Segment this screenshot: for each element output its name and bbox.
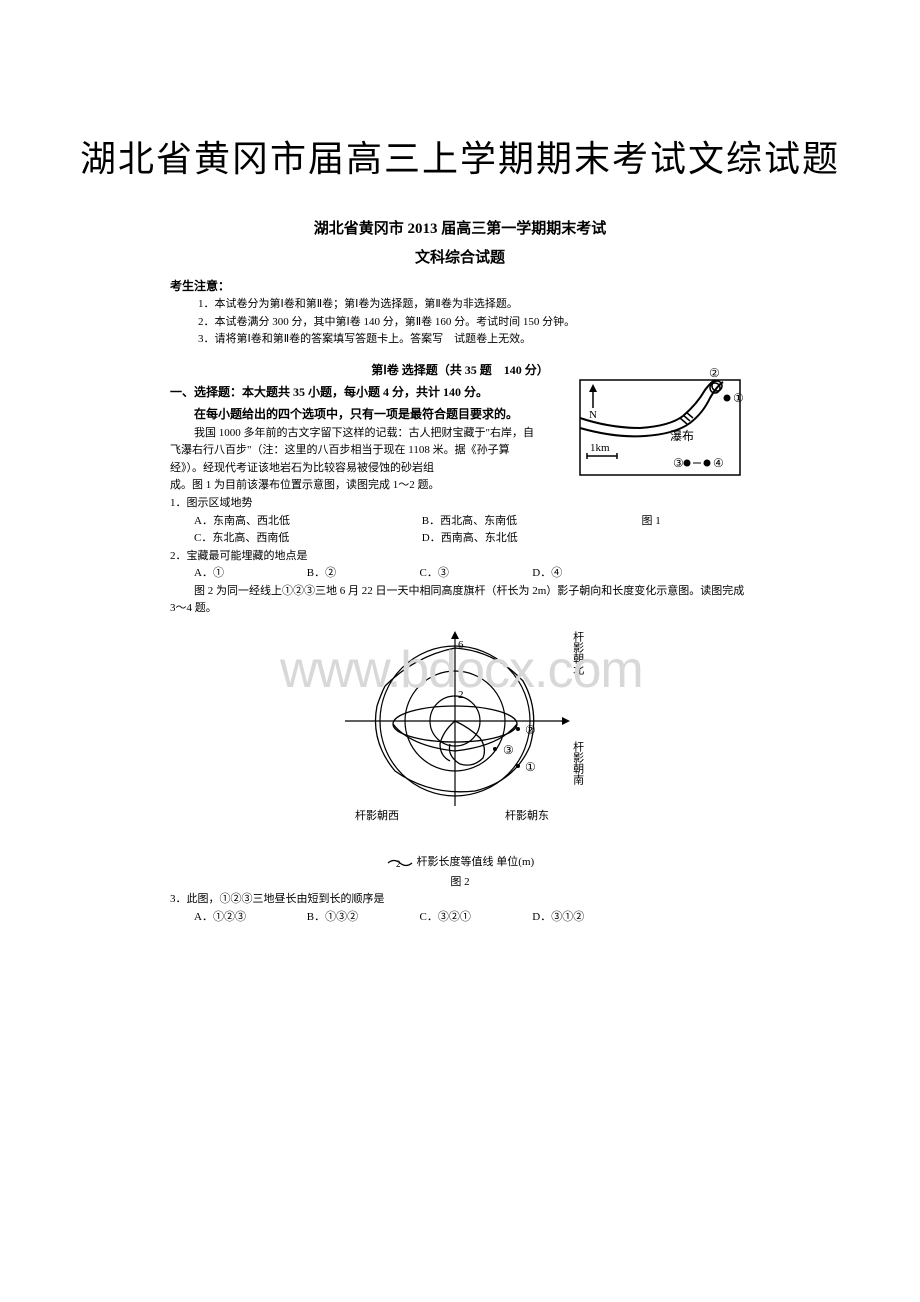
paragraph-2: 图 2 为同一经线上①②③三地 6 月 22 日一天中相同高度旗杆（杆长为 2m…: [170, 583, 750, 618]
svg-text:1km: 1km: [590, 442, 610, 454]
exam-subject: 文科综合试题: [0, 238, 920, 272]
q2-options-row: A．① B．② C．③ D．④: [170, 565, 750, 583]
subtitle: 湖北省黄冈市 2013 届高三第一学期期末考试: [0, 212, 920, 238]
instructions-label: 考生注意：: [170, 277, 750, 296]
svg-text:④: ④: [713, 456, 724, 470]
instruction-1: 1．本试卷分为第Ⅰ卷和第Ⅱ卷；第Ⅰ卷为选择题，第Ⅱ卷为非选择题。: [170, 296, 750, 314]
svg-text:③: ③: [673, 456, 684, 470]
svg-text:②: ②: [709, 368, 720, 380]
axis-west: 杆影朝西: [355, 808, 399, 826]
q3-option-d: D．③①②: [532, 909, 642, 927]
q3-option-a: A．①②③: [194, 909, 304, 927]
watermark-text: www.bdocx.com: [280, 640, 643, 700]
svg-text:2: 2: [396, 859, 401, 869]
q3-option-c: C．③②①: [420, 909, 530, 927]
q1-option-a: A．东南高、西北低: [194, 513, 419, 531]
q3-text: 3．此图，①②③三地昼长由短到长的顺序是: [170, 891, 750, 909]
instruction-3: 3．请将第Ⅰ卷和第Ⅱ卷的答案填写答题卡上。答案写 试题卷上无效。: [170, 331, 750, 349]
q1-option-d: D．西南高、东北低: [422, 530, 647, 548]
legend-row: 2 杆影长度等值线 单位(m): [170, 854, 750, 872]
paragraph-1a: 我国 1000 多年前的古文字留下这样的记载：古人把财宝藏于"右岸，自飞瀑右行八…: [170, 425, 540, 478]
q2-option-c: C．③: [420, 565, 530, 583]
q1-options-row1: A．东南高、西北低 B．西北高、东南低 图 1: [170, 513, 750, 531]
question-heading-2: 在每小题给出的四个选项中，只有一项是最符合题目要求的。: [170, 405, 540, 424]
svg-text:①: ①: [525, 760, 536, 774]
q1-text: 1．图示区域地势: [170, 495, 750, 513]
q1-option-b: B．西北高、东南低: [422, 513, 647, 531]
fig2-caption: 图 2: [170, 874, 750, 892]
q2-option-b: B．②: [307, 565, 417, 583]
q1-options-row2: C．东北高、西南低 D．西南高、东北低: [170, 530, 750, 548]
q2-option-d: D．④: [532, 565, 642, 583]
svg-text:③: ③: [503, 743, 514, 757]
intro-with-figure: 一、选择题：本大题共 35 小题，每小题 4 分，共计 140 分。 在每小题给…: [170, 383, 750, 495]
q3-option-b: B．①③②: [307, 909, 417, 927]
axis-east: 杆影朝东: [505, 808, 549, 826]
fig1-label: 图 1: [642, 515, 661, 527]
q3-options-row: A．①②③ B．①③② C．③②① D．③①②: [170, 909, 750, 927]
q2-text: 2．宝藏最可能埋藏的地点是: [170, 548, 750, 566]
svg-text:N: N: [589, 409, 597, 421]
svg-text:①: ①: [733, 391, 744, 405]
content-area: 考生注意： 1．本试卷分为第Ⅰ卷和第Ⅱ卷；第Ⅰ卷为选择题，第Ⅱ卷为非选择题。 2…: [170, 277, 750, 926]
page-title: 湖北省黄冈市届高三上学期期末考试文综试题: [0, 0, 920, 212]
q1-option-c: C．东北高、西南低: [194, 530, 419, 548]
question-heading-1: 一、选择题：本大题共 35 小题，每小题 4 分，共计 140 分。: [170, 383, 540, 402]
instruction-2: 2．本试卷满分 300 分，其中第Ⅰ卷 140 分，第Ⅱ卷 160 分。考试时间…: [170, 314, 750, 332]
legend-text: 杆影长度等值线 单位(m): [417, 856, 535, 868]
figure-1: 瀑布 N 1km ① ② ③ ④: [575, 368, 750, 483]
q2-option-a: A．①: [194, 565, 304, 583]
axis-south: 杆影朝南: [568, 741, 586, 785]
waterfall-label: 瀑布: [670, 429, 694, 443]
